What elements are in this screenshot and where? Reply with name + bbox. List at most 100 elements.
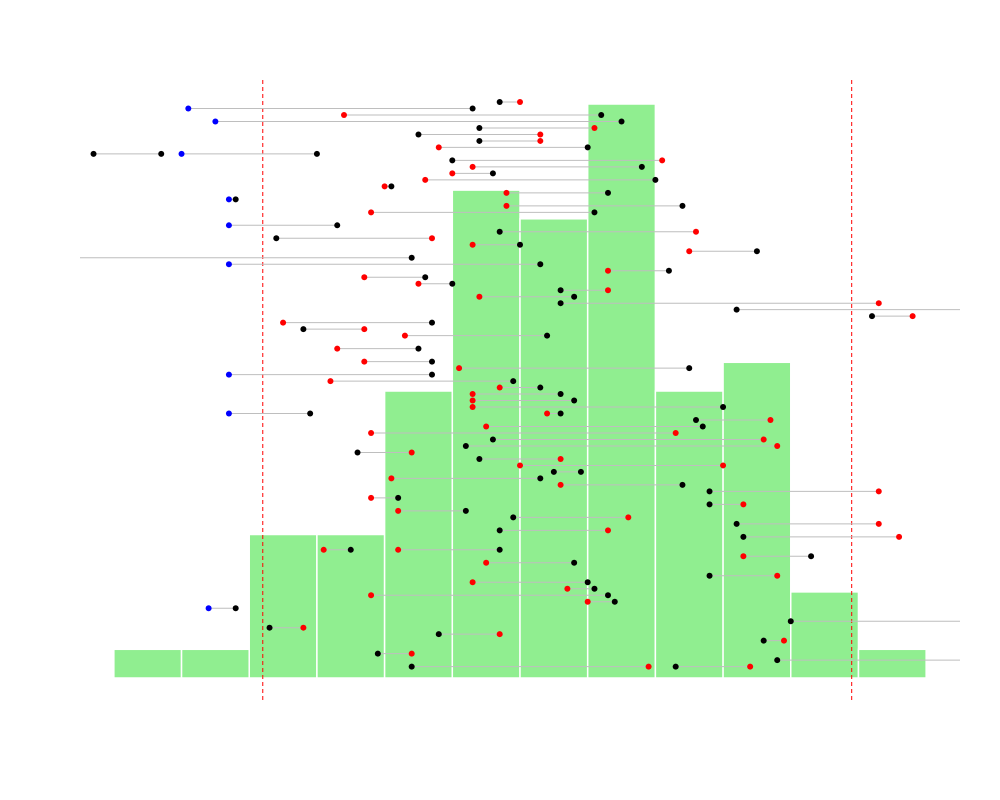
histogram-bar xyxy=(316,533,386,679)
interval-end-point xyxy=(395,494,402,501)
interval-start-point xyxy=(225,410,232,417)
interval-start-point xyxy=(449,157,456,164)
interval-start-point xyxy=(408,663,415,670)
interval-end-point xyxy=(537,475,544,482)
interval-start-point xyxy=(557,300,564,307)
interval-start-point xyxy=(422,176,429,183)
interval-start-point xyxy=(733,520,740,527)
interval-end-point xyxy=(875,300,882,307)
interval-start-point xyxy=(496,384,503,391)
interval-start-point xyxy=(361,358,368,365)
interval-end-point xyxy=(408,449,415,456)
interval-start-point xyxy=(205,605,212,612)
interval-end-point xyxy=(652,176,659,183)
interval-end-point xyxy=(232,196,239,203)
interval-start-point xyxy=(435,631,442,638)
interval-start-point xyxy=(489,436,496,443)
interval-start-point xyxy=(388,475,395,482)
interval-start-point xyxy=(300,326,307,333)
interval-end-point xyxy=(875,488,882,495)
interval-end-point xyxy=(429,319,435,326)
interval-start-point xyxy=(90,150,97,157)
interval-end-point xyxy=(496,631,503,638)
interval-end-point xyxy=(496,546,503,553)
interval-end-point xyxy=(544,332,551,339)
interval-start-point xyxy=(368,429,375,436)
interval-start-point xyxy=(462,442,469,449)
interval-end-point xyxy=(720,404,727,411)
interval-start-point xyxy=(185,105,192,112)
interval-start-point xyxy=(693,417,699,424)
interval-start-point xyxy=(544,410,551,417)
interval-end-point xyxy=(638,163,645,170)
interval-end-point xyxy=(462,507,469,514)
interval-end-point xyxy=(774,442,781,449)
histogram-bar xyxy=(519,218,589,679)
interval-end-point xyxy=(740,501,747,508)
interval-end-point xyxy=(537,261,544,268)
interval-start-point xyxy=(361,274,368,281)
interval-start-point xyxy=(483,423,490,430)
interval-end-point xyxy=(408,254,415,261)
interval-end-point xyxy=(571,397,578,404)
interval-end-point xyxy=(307,410,314,417)
interval-start-point xyxy=(605,267,611,274)
interval-start-point xyxy=(368,592,375,599)
interval-start-point xyxy=(733,306,740,313)
interval-end-point xyxy=(686,365,693,372)
interval-end-point xyxy=(584,144,591,151)
interval-start-point xyxy=(550,468,557,475)
interval-end-point xyxy=(774,572,781,579)
interval-end-point xyxy=(415,345,422,352)
interval-end-point xyxy=(720,462,727,469)
interval-start-point xyxy=(320,546,327,553)
interval-start-point xyxy=(740,553,747,560)
histogram-bar xyxy=(180,648,250,679)
interval-start-point xyxy=(476,137,483,144)
interval-start-point xyxy=(706,572,713,579)
interval-end-point xyxy=(232,605,239,612)
interval-start-point xyxy=(774,657,781,664)
interval-end-point xyxy=(672,429,679,436)
interval-start-point xyxy=(273,235,280,242)
interval-end-point xyxy=(605,189,611,196)
interval-end-point xyxy=(699,423,706,430)
interval-start-point xyxy=(557,287,564,294)
interval-end-point xyxy=(517,99,523,105)
interval-end-point xyxy=(767,417,774,424)
interval-end-point xyxy=(693,228,699,235)
interval-end-point xyxy=(489,170,496,177)
interval-end-point xyxy=(408,650,415,657)
interval-start-point xyxy=(212,118,219,125)
interval-start-point xyxy=(449,170,456,177)
interval-start-point xyxy=(266,624,273,631)
histogram-bar xyxy=(790,591,860,679)
interval-end-point xyxy=(760,436,767,443)
interval-end-point xyxy=(679,481,686,488)
interval-start-point xyxy=(395,546,402,553)
interval-start-point xyxy=(503,189,510,196)
interval-start-point xyxy=(469,397,476,404)
interval-start-point xyxy=(395,507,402,514)
interval-start-point xyxy=(517,462,523,469)
interval-start-point xyxy=(469,391,476,398)
interval-start-point xyxy=(706,501,713,508)
interval-start-point xyxy=(483,559,490,566)
interval-end-point xyxy=(753,248,760,255)
interval-start-point xyxy=(280,319,287,326)
interval-end-point xyxy=(517,241,523,248)
interval-start-point xyxy=(564,585,571,592)
histogram-bar xyxy=(654,390,724,679)
interval-end-point xyxy=(537,384,544,391)
interval-start-point xyxy=(584,598,591,605)
interval-end-point xyxy=(347,546,354,553)
histogram-bars xyxy=(113,103,927,679)
interval-end-point xyxy=(334,222,341,229)
interval-start-point xyxy=(225,371,232,378)
interval-start-point xyxy=(476,455,483,462)
interval-end-point xyxy=(571,293,578,300)
histogram-bar xyxy=(383,390,454,679)
interval-start-point xyxy=(225,196,232,203)
interval-start-point xyxy=(178,150,185,157)
